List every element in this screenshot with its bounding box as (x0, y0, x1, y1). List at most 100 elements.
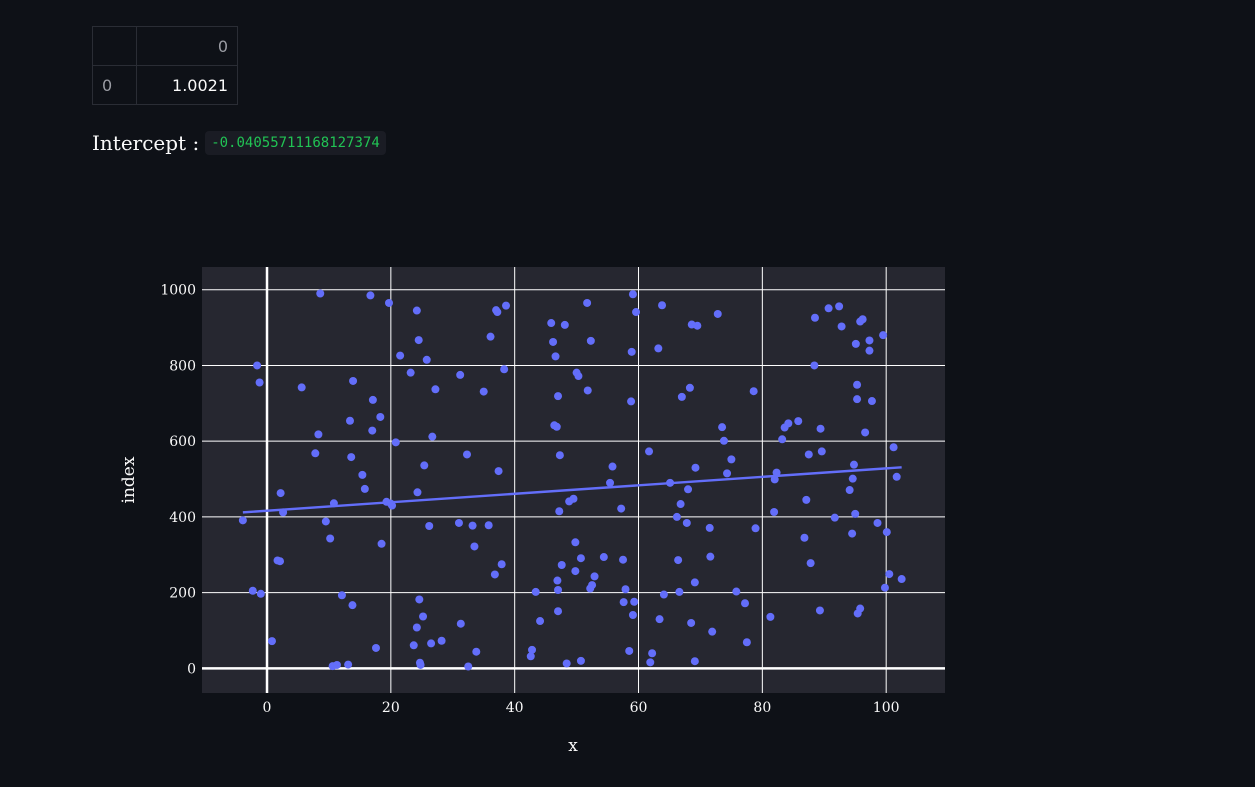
scatter-point (645, 447, 654, 456)
y-tick-label: 1000 (160, 283, 196, 299)
scatter-point (879, 331, 888, 340)
scatter-point (321, 517, 330, 526)
scatter-point (691, 463, 700, 472)
table-row-index: 0 (92, 65, 137, 105)
scatter-point (693, 321, 702, 330)
scatter-point (627, 397, 636, 406)
scatter-point (794, 417, 803, 426)
scatter-point (368, 426, 377, 435)
scatter-point (553, 576, 562, 585)
scatter-point (454, 518, 463, 527)
scatter-point (377, 539, 386, 548)
scatter-point (865, 336, 874, 345)
scatter-point (815, 606, 824, 615)
scatter-point (675, 587, 684, 596)
y-tick-label: 800 (169, 358, 196, 374)
scatter-point (806, 559, 815, 568)
scatter-point (599, 553, 608, 562)
scatter-point (414, 336, 423, 345)
y-tick-label: 600 (169, 434, 196, 450)
plot-area[interactable] (202, 267, 945, 693)
scatter-point (332, 660, 341, 669)
scatter-point (674, 556, 683, 565)
scatter-point (248, 586, 257, 595)
scatter-point (493, 308, 502, 317)
scatter-point (396, 351, 405, 360)
scatter-point (858, 315, 867, 324)
scatter-point (406, 368, 415, 377)
scatter-point (770, 507, 779, 516)
scatter-point (687, 618, 696, 627)
scatter-point (554, 607, 563, 616)
scatter-point (314, 430, 323, 439)
scatter-point (431, 385, 440, 394)
scatter-point (816, 424, 825, 433)
x-tick-labels: 0 20 40 60 80 100 (263, 700, 900, 716)
x-axis-label: x (568, 736, 578, 756)
scatter-point (276, 489, 285, 498)
y-tick-labels: 0 200 400 600 800 1000 (160, 283, 196, 678)
scatter-point (861, 428, 870, 437)
scatter-point (719, 436, 728, 445)
scatter-point (420, 461, 429, 470)
scatter-point (848, 529, 857, 538)
scatter-point (497, 560, 506, 569)
intercept-value: -0.04055711168127374 (205, 131, 386, 155)
scatter-point (706, 552, 715, 561)
scatter-point (766, 612, 775, 621)
scatter-point (560, 320, 569, 329)
scatter-point (853, 395, 862, 404)
scatter-point (778, 435, 787, 444)
scatter-point (583, 298, 592, 307)
scatter-point (337, 591, 346, 600)
scatter-point (255, 378, 264, 387)
scatter-point (256, 589, 265, 598)
scatter-point (810, 313, 819, 322)
scatter-point (526, 652, 535, 661)
scatter-point (817, 447, 826, 456)
scatter-point (456, 619, 465, 628)
scatter-point (486, 332, 495, 341)
scatter-point (416, 660, 425, 669)
scatter-point (500, 365, 509, 374)
table-cell-coefficient[interactable]: 1.0021 (136, 65, 238, 105)
scatter-point (472, 647, 481, 656)
scatter-point (413, 488, 422, 497)
scatter-point (297, 383, 306, 392)
scatter-point (267, 637, 276, 646)
scatter-point (682, 518, 691, 527)
scatter-point (800, 533, 809, 542)
y-tick-label: 400 (169, 510, 196, 526)
x-tick-label: 40 (506, 700, 524, 716)
y-axis-label: index (119, 456, 139, 503)
scatter-point (837, 322, 846, 331)
scatter-point (409, 641, 418, 650)
scatter-point (238, 516, 247, 525)
scatter-point (732, 587, 741, 596)
x-tick-label: 100 (873, 700, 900, 716)
scatter-point (468, 521, 477, 530)
scatter-point (889, 443, 898, 452)
scatter-point (897, 575, 906, 584)
scatter-point (384, 298, 393, 307)
scatter-point (569, 494, 578, 503)
scatter-point (824, 304, 833, 313)
scatter-point (654, 344, 663, 353)
scatter-point (751, 524, 760, 533)
x-tick-label: 80 (753, 700, 771, 716)
scatter-point (326, 534, 335, 543)
scatter-point (425, 522, 434, 531)
scatter-point (583, 386, 592, 395)
scatter-point (867, 397, 876, 406)
scatter-point (848, 474, 857, 483)
scatter-point (345, 416, 354, 425)
scatter-point (551, 352, 560, 361)
scatter-point (723, 469, 732, 478)
scatter-point (608, 462, 617, 471)
grid-lines (202, 267, 945, 693)
x-tick-label: 0 (263, 700, 272, 716)
scatter-point (316, 289, 325, 298)
table-row: 0 1.0021 (92, 65, 238, 105)
scatter-point (630, 597, 639, 606)
